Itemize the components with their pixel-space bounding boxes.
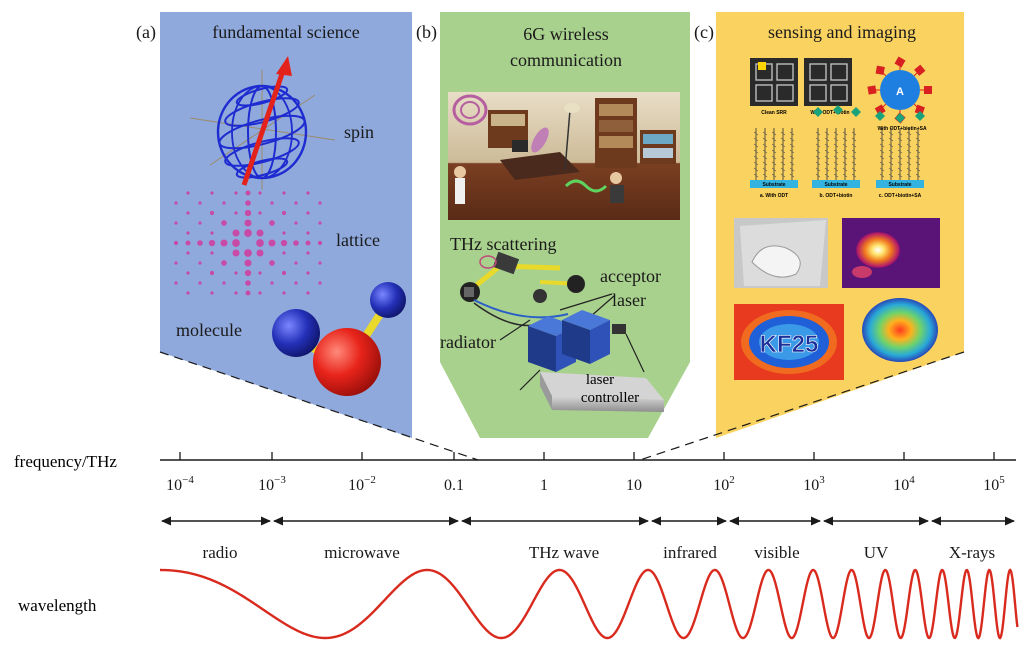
panel-b-title-line2: communication [510, 50, 622, 70]
frequency-tick-label: 10 [626, 477, 642, 494]
wavelength-label: wavelength [18, 596, 97, 615]
frequency-axis-label: frequency/THz [14, 452, 117, 471]
imaging-photo-thermal [842, 218, 940, 288]
caption-biotin: b. ODT+biotin [820, 193, 853, 199]
panel-fundamental-science: (a) fundamental science spin lattice [136, 12, 412, 438]
lattice-pattern [173, 190, 323, 296]
radiator-label: radiator [440, 332, 496, 352]
arrow-head-left [651, 516, 661, 526]
band-label: infrared [663, 543, 717, 562]
thz-scattering-setup [460, 251, 585, 327]
band-label: UV [864, 543, 889, 562]
substrate-b [812, 180, 860, 188]
frequency-tick-label: 102 [713, 474, 735, 494]
thz-scattering-label: THz scattering [450, 234, 556, 254]
arrow-head-left [823, 516, 833, 526]
imaging-thz-scan [734, 304, 844, 380]
srr-metasurface-images [750, 58, 852, 106]
frequency-tick-label: 10−4 [166, 474, 194, 494]
molecule-model [272, 282, 406, 396]
laser-controller-label-line2: controller [581, 390, 639, 406]
protein-letter: A [896, 86, 904, 98]
band-label: radio [203, 543, 238, 562]
panel-c-title: sensing and imaging [768, 22, 916, 42]
lattice-label: lattice [336, 230, 380, 250]
panel-a-letter: (a) [136, 22, 156, 43]
arrow-head-left [461, 516, 471, 526]
room-scene-image [448, 92, 680, 220]
spin-label: spin [344, 122, 374, 142]
laser-controller-label-line1: laser [586, 372, 614, 388]
arrow-head-right [919, 516, 929, 526]
thz-scan-text: KF25 [760, 331, 819, 358]
srr-label-biotin: With ODT+biotin [810, 110, 849, 116]
acceptor-label: acceptor [600, 266, 661, 286]
arrow-head-left [931, 516, 941, 526]
arrow-head-right [639, 516, 649, 526]
substrate-c [876, 180, 924, 188]
arrow-head-right [811, 516, 821, 526]
band-label: X-rays [949, 543, 995, 562]
caption-sa: c. ODT+biotin+SA [879, 193, 922, 199]
band-label: THz wave [529, 543, 599, 562]
molecule-label: molecule [176, 320, 242, 340]
laser-controller [540, 372, 664, 412]
srr-label-clean: Clean SRR [761, 110, 787, 116]
panel-sensing-imaging: (c) sensing and imaging Clean SRR With O… [694, 12, 964, 438]
frequency-axis [160, 452, 1016, 461]
band-arrows [161, 516, 1015, 526]
panel-b-title-line1: 6G wireless [523, 24, 608, 44]
panel-a-title: fundamental science [212, 22, 359, 42]
laser-label: laser [612, 290, 646, 310]
arrow-head-right [717, 516, 727, 526]
substrate-a [750, 180, 798, 188]
laser-units [519, 310, 645, 391]
substrate-label-b: Substrate [824, 182, 847, 188]
substrate-label-c: Substrate [888, 182, 911, 188]
arrow-head-right [1005, 516, 1015, 526]
srr-label-sa: With ODT+biotin+SA [877, 126, 927, 132]
frequency-tick-label: 0.1 [444, 477, 464, 494]
panel-c-letter: (c) [694, 22, 714, 43]
arrow-head-left [273, 516, 283, 526]
molecular-chains [753, 128, 921, 180]
band-label: visible [754, 543, 799, 562]
band-labels: radio microwave THz wave infrared visible UV X… [203, 543, 996, 562]
imaging-disk-map [862, 298, 938, 362]
frequency-tick-label: 105 [983, 474, 1005, 494]
arrow-head-right [261, 516, 271, 526]
streptavidin-molecule [813, 56, 932, 124]
frequency-tick-label: 1 [540, 477, 548, 494]
frequency-tick-label: 104 [893, 474, 915, 494]
substrate-label-a: Substrate [762, 182, 785, 188]
arrow-head-right [449, 516, 459, 526]
imaging-photo-grayscale [734, 218, 828, 288]
spin-sphere [189, 56, 336, 190]
panel-6g-wireless: (b) 6G wireless communication [416, 12, 690, 438]
caption-odt: a. With ODT [760, 193, 788, 199]
arrow-head-left [729, 516, 739, 526]
frequency-tick-label: 10−2 [348, 474, 376, 494]
frequency-tick-label: 10−3 [258, 474, 286, 494]
band-label: microwave [324, 543, 400, 562]
frequency-tick-labels: 10−4 10−3 10−2 0.1 1 10 102 103 104 105 [166, 474, 1005, 494]
arrow-head-left [161, 516, 171, 526]
wavelength-wave [160, 568, 1019, 640]
panel-connectors [159, 351, 965, 461]
panel-b-letter: (b) [416, 22, 437, 43]
frequency-tick-label: 103 [803, 474, 825, 494]
